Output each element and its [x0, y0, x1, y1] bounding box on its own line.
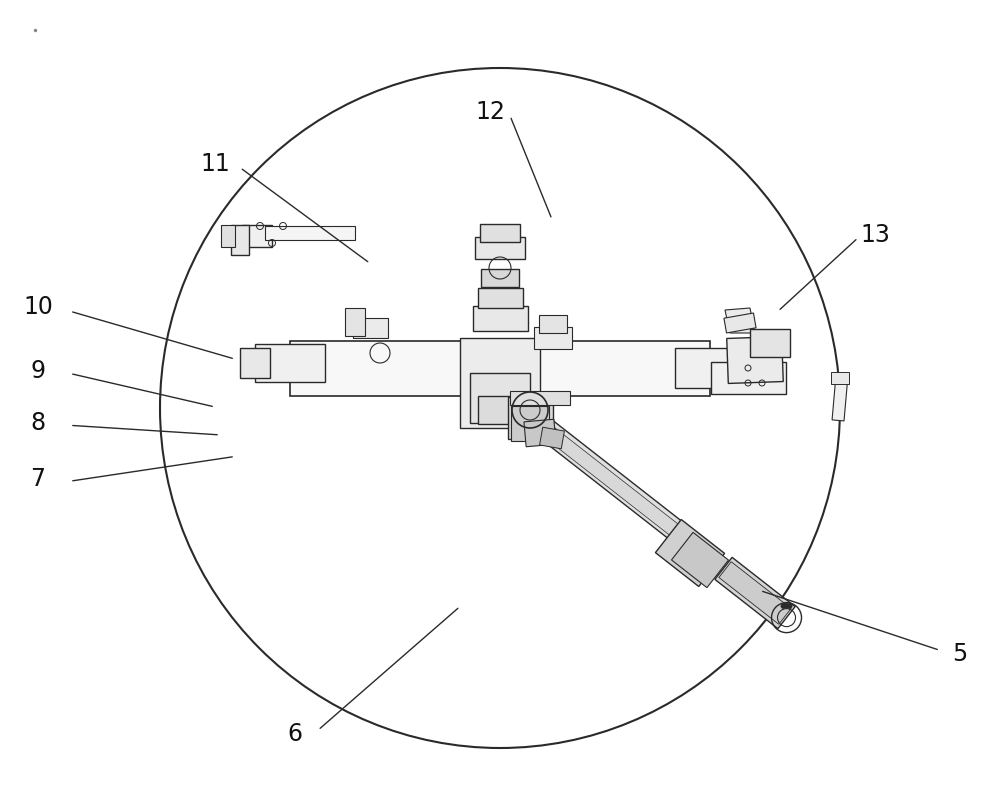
Polygon shape [724, 313, 756, 333]
Polygon shape [518, 404, 712, 563]
Polygon shape [478, 396, 522, 424]
Polygon shape [524, 419, 556, 447]
Polygon shape [475, 237, 525, 259]
Polygon shape [470, 373, 530, 423]
Polygon shape [352, 318, 388, 338]
Polygon shape [832, 375, 848, 421]
Circle shape [787, 603, 792, 609]
Polygon shape [508, 397, 552, 439]
Polygon shape [231, 225, 249, 255]
Text: 8: 8 [30, 411, 46, 435]
Polygon shape [345, 308, 365, 336]
Polygon shape [460, 338, 540, 428]
Polygon shape [719, 562, 791, 624]
Polygon shape [540, 427, 564, 448]
Polygon shape [750, 329, 790, 357]
Polygon shape [725, 308, 755, 333]
Polygon shape [534, 327, 572, 349]
Text: 9: 9 [30, 359, 46, 383]
Text: 11: 11 [200, 152, 230, 176]
Polygon shape [539, 315, 567, 333]
Polygon shape [240, 348, 270, 378]
Text: 6: 6 [288, 722, 302, 746]
Polygon shape [480, 224, 520, 242]
Polygon shape [671, 532, 729, 587]
Polygon shape [242, 225, 272, 247]
Polygon shape [525, 411, 711, 561]
Polygon shape [710, 362, 786, 394]
Polygon shape [473, 306, 528, 330]
Polygon shape [221, 225, 235, 247]
Text: 12: 12 [475, 100, 505, 124]
Text: 13: 13 [860, 223, 890, 247]
Polygon shape [831, 372, 849, 384]
Polygon shape [265, 226, 355, 240]
Circle shape [781, 603, 786, 609]
Polygon shape [510, 391, 570, 405]
Text: 5: 5 [952, 642, 968, 666]
Polygon shape [481, 269, 519, 287]
Text: 7: 7 [30, 467, 46, 491]
Polygon shape [511, 405, 549, 440]
Polygon shape [255, 344, 325, 382]
Circle shape [784, 603, 789, 608]
Polygon shape [727, 337, 783, 384]
Polygon shape [290, 341, 710, 396]
Polygon shape [478, 288, 522, 308]
Polygon shape [715, 557, 795, 629]
Polygon shape [675, 348, 745, 388]
Polygon shape [655, 519, 725, 587]
Text: 10: 10 [23, 295, 53, 319]
